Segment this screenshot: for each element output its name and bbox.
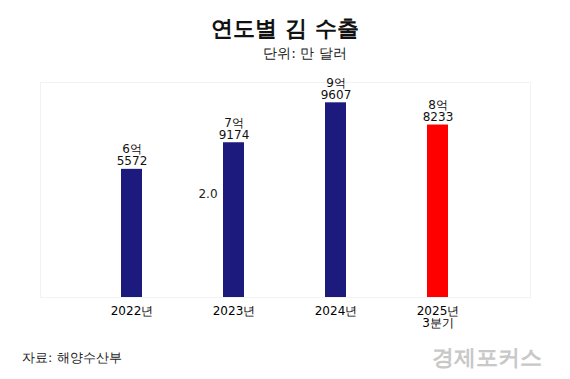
svg-text:7억9174: 7억9174 xyxy=(219,116,250,142)
svg-text:6억5572: 6억5572 xyxy=(117,142,148,168)
html-text:자료: 해양수산부: 자료: 해양수산부 xyxy=(22,350,122,365)
svg-text:2.0: 2.0 xyxy=(198,187,217,201)
svg-text:2025년3분기: 2025년3분기 xyxy=(417,304,460,330)
html-text:경제포커스: 경제포커스 xyxy=(432,345,542,370)
svg-text:9억9607: 9억9607 xyxy=(321,76,352,102)
svg-text:2024년: 2024년 xyxy=(315,304,358,318)
svg-text:2022년: 2022년 xyxy=(111,304,154,318)
html-text:단위: 만 달러: 단위: 만 달러 xyxy=(263,45,347,61)
svg-text:2023년: 2023년 xyxy=(213,304,256,318)
html-text:연도별 김 수출: 연도별 김 수출 xyxy=(211,16,359,41)
svg-text:8억8233: 8억8233 xyxy=(423,98,454,124)
